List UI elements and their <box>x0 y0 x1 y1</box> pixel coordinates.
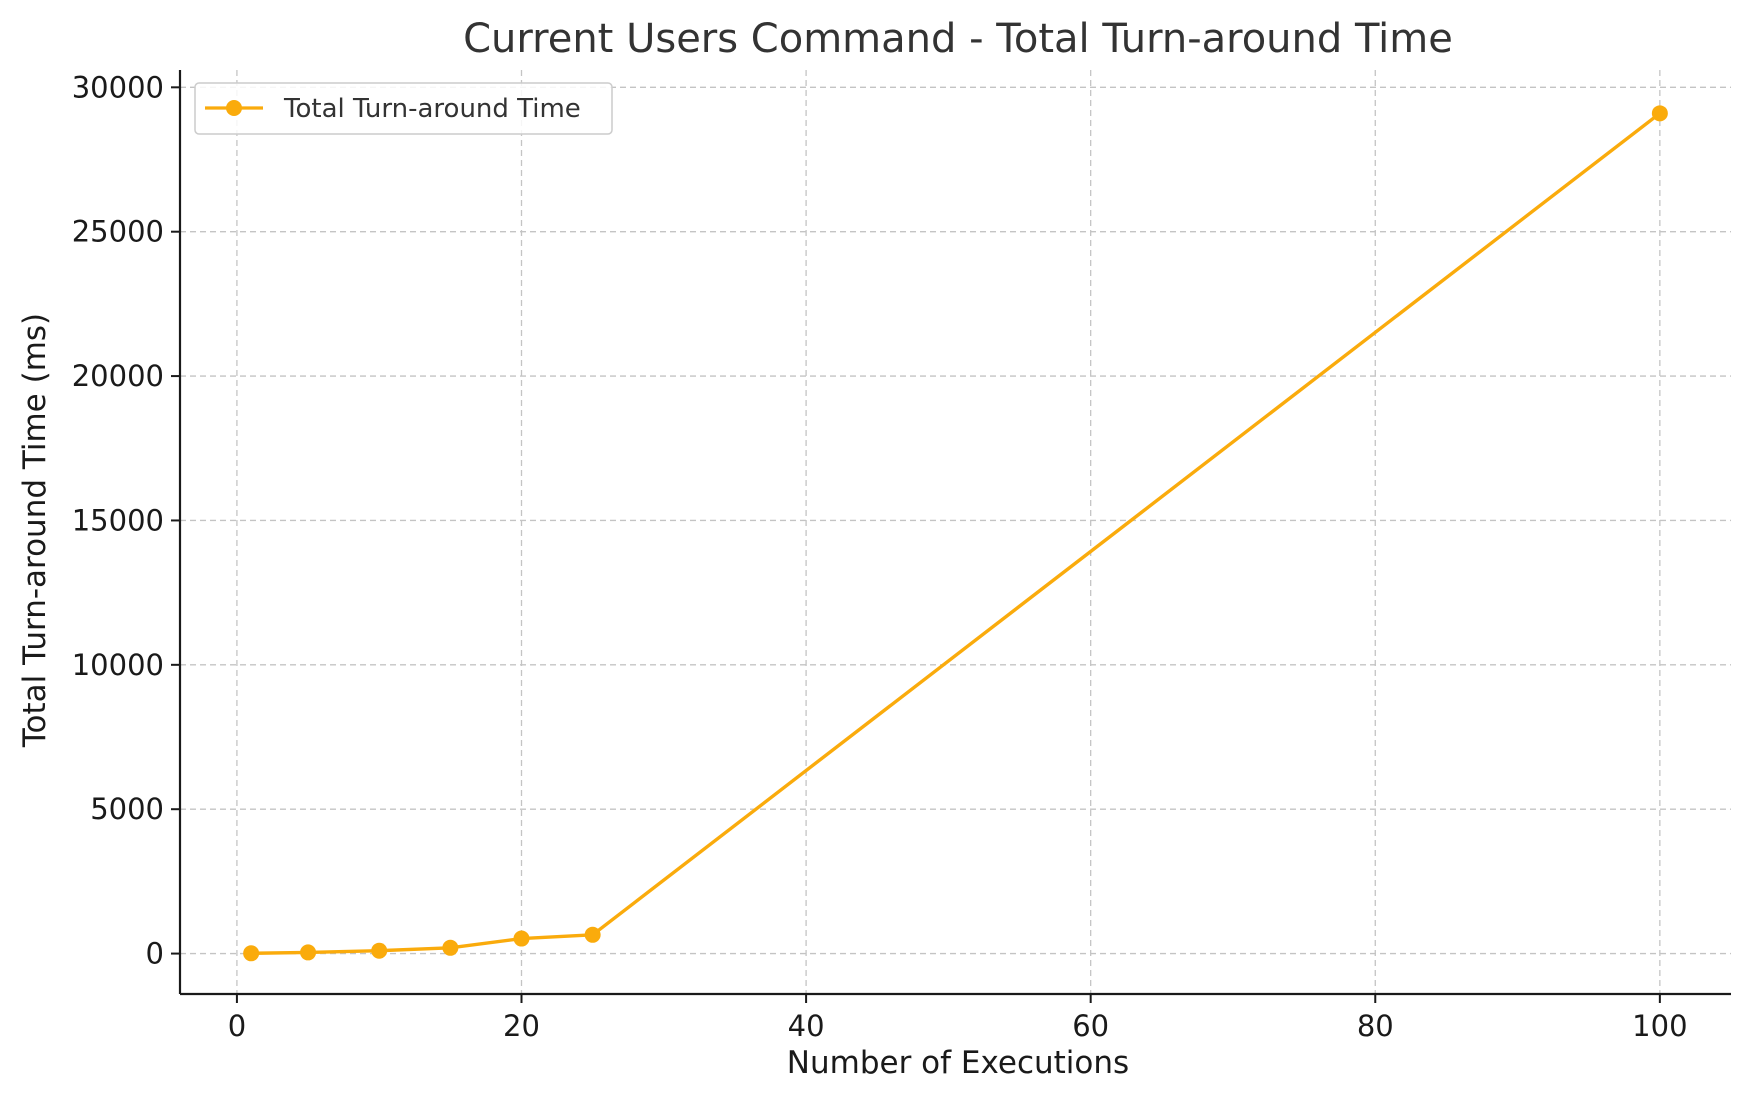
data-point <box>243 945 260 962</box>
x-axis-label: Number of Executions <box>787 1045 1129 1081</box>
x-tick-label: 60 <box>1072 1009 1109 1043</box>
y-tick-label: 10000 <box>72 648 164 682</box>
y-tick-label: 30000 <box>72 70 164 104</box>
y-tick-label: 5000 <box>90 792 164 826</box>
chart-title: Current Users Command - Total Turn-aroun… <box>463 16 1453 62</box>
series-layer <box>243 105 1668 962</box>
series-line <box>251 111 1661 955</box>
legend: Total Turn-around Time <box>194 82 613 135</box>
x-tick-label: 100 <box>1632 1009 1687 1043</box>
y-tick-label: 25000 <box>72 215 164 249</box>
data-point <box>300 944 317 961</box>
y-tick-label: 15000 <box>72 503 164 537</box>
tick-labels: 0 20 40 60 80 100 0 5000 10000 15000 20000 25000 300… <box>72 70 1688 1043</box>
data-point <box>513 930 530 947</box>
x-tick-label: 40 <box>788 1009 825 1043</box>
y-axis-label: Total Turn-around Time (ms) <box>17 313 53 748</box>
y-tick-label: 20000 <box>72 359 164 393</box>
legend-box <box>194 82 613 135</box>
data-point <box>442 939 459 956</box>
grid <box>180 70 1731 994</box>
x-tick-label: 20 <box>503 1009 540 1043</box>
axes <box>178 70 1731 996</box>
data-point <box>584 926 601 943</box>
data-point <box>1651 105 1668 122</box>
data-point <box>371 942 388 959</box>
x-tick-label: 0 <box>228 1009 246 1043</box>
x-tick-label: 80 <box>1357 1009 1394 1043</box>
legend-marker-swatch <box>226 100 242 116</box>
y-tick-label: 0 <box>146 937 164 971</box>
legend-label: Total Turn-around Time <box>283 94 581 124</box>
